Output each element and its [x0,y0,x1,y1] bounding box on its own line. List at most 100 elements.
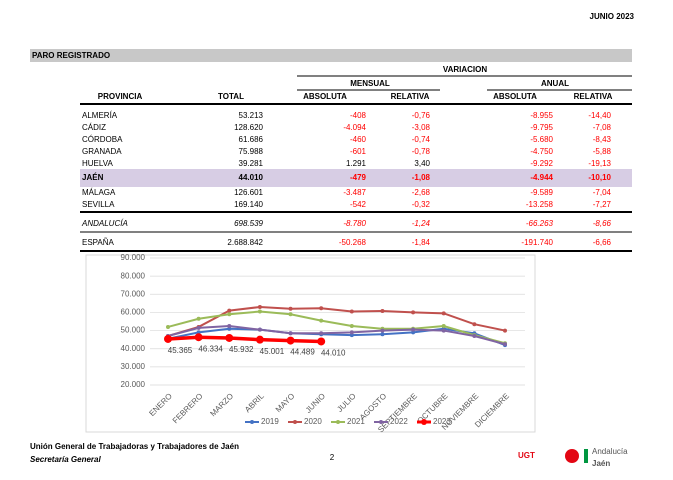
point [319,306,324,311]
table-cell: -479 [350,173,367,182]
footer-dept: Secretaría General [30,455,101,464]
table-cell: -0,76 [412,111,431,120]
column-header: ABSOLUTA [493,92,537,101]
row-label: CÓRDOBA [82,135,123,144]
table-cell: 3,40 [414,159,430,168]
row-label: MÁLAGA [82,188,116,197]
table-cell: -0,78 [412,147,431,156]
y-tick-label: 50.000 [121,326,146,335]
point [349,324,354,329]
table-cell: -7,27 [593,200,612,209]
row-label: ANDALUCÍA [81,219,128,228]
series-line [167,335,322,344]
column-header: RELATIVA [574,92,613,101]
y-tick-label: 60.000 [121,308,146,317]
point [503,342,507,347]
table-cell: -8,43 [593,135,612,144]
point [503,328,507,333]
table-cell: 1.291 [346,159,367,168]
y-tick-label: 40.000 [121,344,146,353]
point [317,337,326,346]
data-label: 45.365 [168,346,193,355]
logo-city: Jaén [592,459,610,468]
point [255,335,264,344]
table-cell: -6,66 [593,238,612,247]
column-header: ABSOLUTA [303,92,347,101]
table-cell: -460 [350,135,367,144]
point [441,324,446,329]
series-line [167,305,506,337]
point [196,325,201,330]
y-tick-label: 20.000 [121,380,146,389]
y-tick-label: 80.000 [121,271,146,280]
column-header: RELATIVA [391,92,430,101]
point [411,327,416,332]
point [225,333,234,342]
table-cell: -9.795 [530,123,553,132]
legend-marker [336,420,340,424]
row-label: JAÉN [82,173,104,182]
table-cell: -2,68 [412,188,431,197]
legend-label: 2023 [433,417,451,426]
y-tick-label: 30.000 [121,362,146,371]
point [319,331,324,336]
point [349,309,354,314]
table-cell: -601 [350,147,367,156]
point [411,310,416,315]
table-cell: 2.688.842 [227,238,263,247]
date: JUNIO 2023 [590,12,635,21]
legend-label: 2022 [390,417,408,426]
table-cell: -66.263 [526,219,554,228]
point [441,311,446,316]
row-highlight [80,169,632,187]
y-tick-label: 70.000 [121,289,146,298]
point [288,312,293,317]
point [380,332,385,337]
table-cell: -8.780 [343,219,366,228]
point [227,308,232,313]
row-label: SEVILLA [82,200,115,209]
point [441,328,446,333]
table-cell: -0,32 [412,200,431,209]
point [472,334,477,339]
table-cell: -9.589 [530,188,553,197]
page-number: 2 [330,453,335,462]
data-label: 46.334 [198,344,223,353]
table-cell: -14,40 [588,111,611,120]
point [472,322,477,327]
table-cell: 53.213 [239,111,264,120]
legend-label: 2019 [261,417,279,426]
legend-marker [250,420,254,424]
point [380,308,385,313]
row-label: ESPAÑA [82,238,115,247]
table-cell: 44.010 [239,173,264,182]
group-header: VARIACION [443,65,488,74]
table-cell: -3,08 [412,123,431,132]
table-cell: -50.268 [339,238,367,247]
footer-org: Unión General de Trabajadoras y Trabajad… [30,442,239,451]
point [196,316,201,321]
legend-label: 2020 [304,417,322,426]
point [194,333,203,342]
point [288,306,293,311]
table-cell: -4.944 [530,173,553,182]
table-cell: -4.094 [343,123,366,132]
column-header: PROVINCIA [98,92,143,101]
table-cell: 126.601 [234,188,263,197]
point [349,330,354,335]
column-header: TOTAL [218,92,244,101]
table-cell: -0,74 [412,135,431,144]
subgroup-header: ANUAL [541,79,569,88]
table-cell: -191.740 [521,238,553,247]
table-cell: -4.750 [530,147,553,156]
table-cell: 61.686 [239,135,264,144]
table-cell: 169.140 [234,200,263,209]
table-cell: -7,04 [593,188,612,197]
point [227,312,232,317]
point [319,318,324,323]
point [227,324,232,329]
table-cell: -10,10 [588,173,611,182]
section-bar [30,49,632,62]
data-label: 45.001 [260,347,285,356]
